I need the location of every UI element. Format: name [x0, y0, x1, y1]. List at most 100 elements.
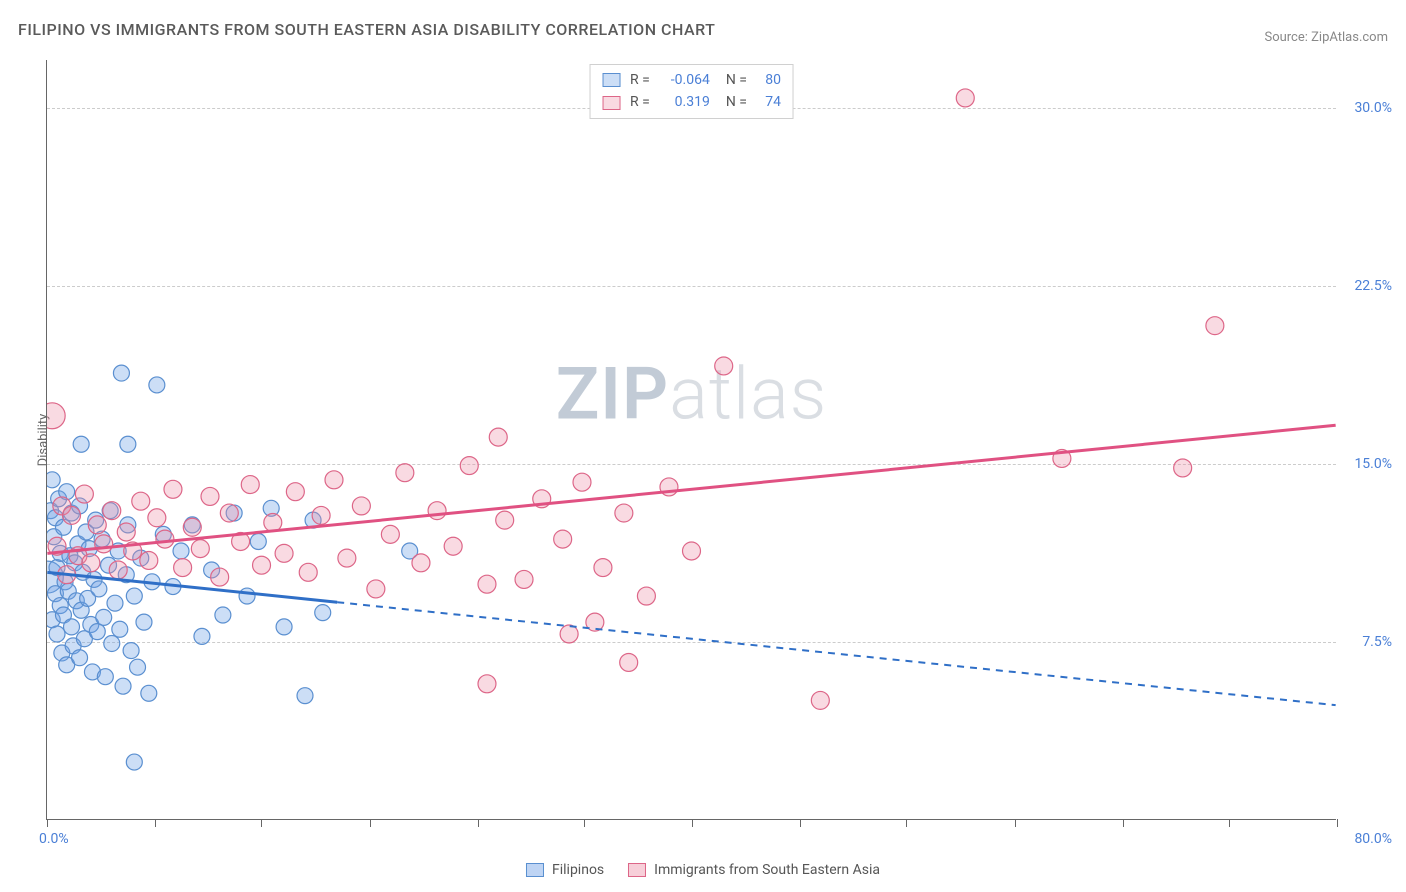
data-point	[96, 609, 112, 625]
r-value-immigrants: 0.319	[656, 91, 710, 113]
data-point	[89, 624, 105, 640]
x-tick	[1015, 819, 1016, 827]
correlation-legend: R = -0.064 N = 80 R = 0.319 N = 74	[589, 64, 794, 119]
legend-label-filipinos: Filipinos	[552, 862, 604, 878]
data-point	[299, 563, 317, 581]
data-point	[489, 428, 507, 446]
x-tick	[370, 819, 371, 827]
data-point	[95, 535, 113, 553]
legend-item-immigrants: Immigrants from South Eastern Asia	[628, 862, 880, 878]
data-point	[164, 480, 182, 498]
data-point	[132, 492, 150, 510]
data-point	[594, 559, 612, 577]
x-tick	[906, 819, 907, 827]
y-tick-label: 7.5%	[1362, 634, 1392, 650]
data-point	[715, 357, 733, 375]
n-value-filipinos: 80	[753, 69, 781, 91]
x-tick	[800, 819, 801, 827]
legend-row-filipinos: R = -0.064 N = 80	[602, 69, 781, 91]
y-tick-label: 30.0%	[1354, 100, 1392, 116]
data-point	[515, 570, 533, 588]
data-point	[637, 587, 655, 605]
r-label: R =	[630, 91, 650, 113]
data-point	[103, 502, 121, 520]
data-point	[276, 619, 292, 635]
r-value-filipinos: -0.064	[656, 69, 710, 91]
data-point	[253, 556, 271, 574]
data-point	[367, 580, 385, 598]
data-point	[126, 754, 142, 770]
data-point	[211, 568, 229, 586]
x-axis-end-label: 80.0%	[1354, 831, 1392, 847]
chart-title: FILIPINO VS IMMIGRANTS FROM SOUTH EASTER…	[18, 20, 715, 39]
legend-label-immigrants: Immigrants from South Eastern Asia	[654, 862, 880, 878]
data-point	[444, 537, 462, 555]
scatter-plot-svg	[47, 60, 1336, 819]
data-point	[297, 688, 313, 704]
n-label: N =	[726, 69, 747, 91]
r-label: R =	[630, 69, 650, 91]
data-point	[496, 511, 514, 529]
data-point	[312, 506, 330, 524]
x-tick	[692, 819, 693, 827]
data-point	[412, 554, 430, 572]
data-point	[183, 518, 201, 536]
data-point	[91, 581, 107, 597]
data-point	[97, 669, 113, 685]
data-point	[174, 559, 192, 577]
series-legend: Filipinos Immigrants from South Eastern …	[526, 862, 880, 878]
data-point	[117, 523, 135, 541]
data-point	[338, 549, 356, 567]
data-point	[120, 436, 136, 452]
data-point	[123, 643, 139, 659]
legend-swatch-immigrants	[602, 96, 620, 110]
legend-swatch-icon	[628, 863, 646, 877]
data-point	[173, 543, 189, 559]
data-point	[315, 605, 331, 621]
y-tick-label: 22.5%	[1354, 278, 1392, 294]
data-point	[126, 588, 142, 604]
x-tick	[47, 819, 48, 827]
data-point	[88, 516, 106, 534]
n-label: N =	[726, 91, 747, 113]
data-point	[113, 365, 129, 381]
data-point	[683, 542, 701, 560]
legend-swatch-icon	[526, 863, 544, 877]
data-point	[47, 403, 65, 429]
data-point	[478, 575, 496, 593]
data-point	[811, 691, 829, 709]
data-point	[107, 595, 123, 611]
y-tick-label: 15.0%	[1354, 456, 1392, 472]
x-tick	[261, 819, 262, 827]
data-point	[460, 457, 478, 475]
data-point	[72, 650, 88, 666]
legend-swatch-filipinos	[602, 73, 620, 87]
data-point	[112, 621, 128, 637]
data-point	[554, 530, 572, 548]
x-tick	[155, 819, 156, 827]
data-point	[1174, 459, 1192, 477]
legend-item-filipinos: Filipinos	[526, 862, 604, 878]
data-point	[428, 502, 446, 520]
data-point	[148, 509, 166, 527]
data-point	[75, 485, 93, 503]
data-point	[136, 614, 152, 630]
data-point	[239, 588, 255, 604]
data-point	[381, 525, 399, 543]
trend-line	[47, 425, 1335, 553]
data-point	[115, 678, 131, 694]
data-point	[352, 497, 370, 515]
data-point	[82, 554, 100, 572]
legend-row-immigrants: R = 0.319 N = 74	[602, 91, 781, 113]
x-tick	[584, 819, 585, 827]
data-point	[286, 483, 304, 501]
data-point	[47, 472, 60, 488]
data-point	[194, 628, 210, 644]
data-point	[201, 487, 219, 505]
data-point	[615, 504, 633, 522]
data-point	[325, 471, 343, 489]
data-point	[141, 685, 157, 701]
data-point	[956, 89, 974, 107]
x-tick	[1337, 819, 1338, 827]
data-point	[478, 675, 496, 693]
